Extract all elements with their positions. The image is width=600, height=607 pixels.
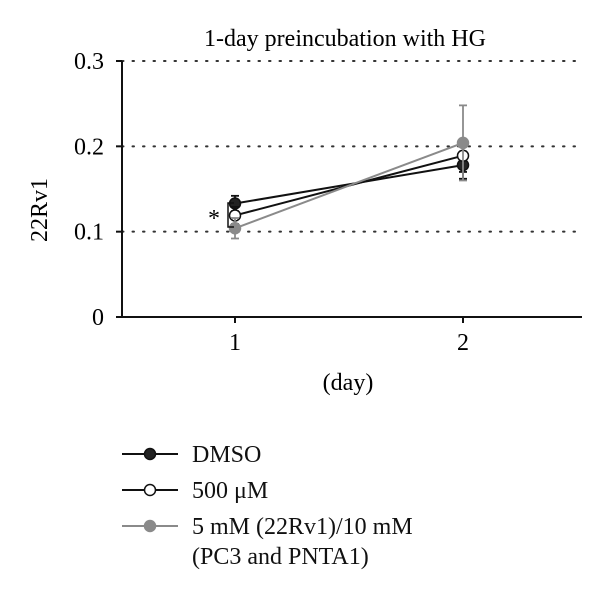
legend-label-5mm-line2: (PC3 and PNTA1) bbox=[192, 544, 369, 570]
series-2 bbox=[228, 104, 470, 240]
series-2-point-1 bbox=[456, 136, 470, 150]
legend-swatch-5mm bbox=[122, 519, 178, 533]
y-tick-label-0: 0 bbox=[92, 305, 104, 331]
significance-asterisk: * bbox=[208, 206, 220, 232]
series-2-point-0 bbox=[228, 222, 242, 235]
legend-label-500um: 500 μM bbox=[192, 478, 269, 504]
chart-title: 1-day preincubation with HG bbox=[204, 26, 486, 52]
y-tick-label-2: 0.2 bbox=[74, 134, 104, 160]
gridlines bbox=[121, 60, 583, 233]
significance-bracket bbox=[227, 202, 234, 228]
x-tick-label-1: 2 bbox=[457, 330, 469, 356]
series bbox=[228, 104, 470, 240]
series-0 bbox=[228, 150, 470, 213]
series-1 bbox=[228, 138, 470, 225]
legend-swatch-dmso bbox=[122, 447, 178, 461]
x-axis-label: (day) bbox=[323, 370, 374, 396]
y-tick-label-3: 0.3 bbox=[74, 49, 104, 75]
series-2-line bbox=[234, 141, 464, 230]
line-chart: 1-day preincubation with HG 22Rv1 (day) … bbox=[27, 26, 583, 396]
legend-label-dmso: DMSO bbox=[192, 442, 262, 468]
x-tick-label-0: 1 bbox=[229, 330, 241, 356]
y-axis-label: 22Rv1 bbox=[27, 178, 53, 242]
annotations: * bbox=[208, 202, 234, 232]
legend-swatch-500um bbox=[122, 483, 178, 497]
y-tick-label-1: 0.1 bbox=[74, 220, 104, 246]
legend-label-5mm: 5 mM (22Rv1)/10 mM (PC3 and PNTA1) bbox=[192, 512, 413, 572]
legend-label-5mm-line1: 5 mM (22Rv1)/10 mM bbox=[192, 514, 413, 540]
axes bbox=[121, 61, 582, 318]
tick-labels: 0 0.1 0.2 0.3 1 2 bbox=[74, 49, 469, 356]
series-0-line bbox=[234, 164, 464, 205]
